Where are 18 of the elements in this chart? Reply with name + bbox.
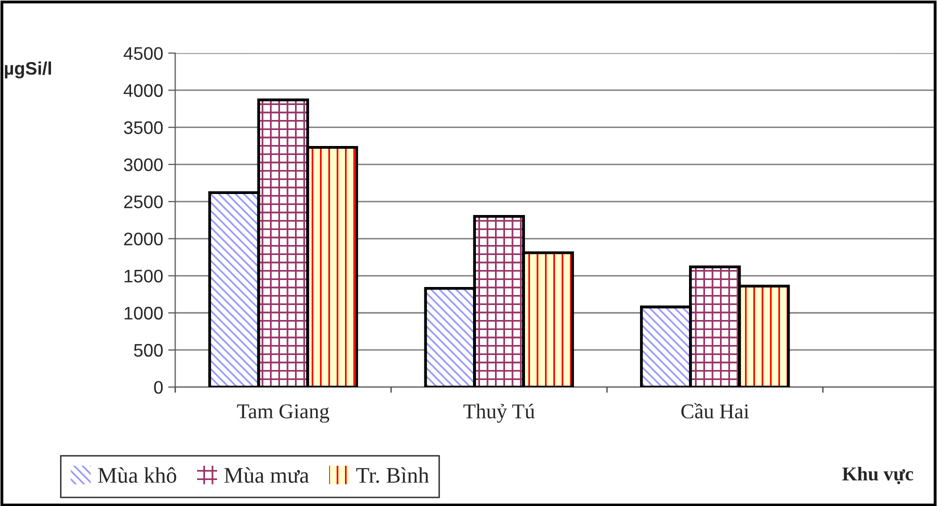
- y-axis-title: µgSi/l: [4, 62, 51, 78]
- y-tick-label: 2500: [124, 195, 163, 208]
- x-axis-title: Khu vực: [842, 466, 914, 484]
- y-tick-label: 1500: [124, 270, 163, 282]
- y-tick-label: 2000: [124, 232, 163, 246]
- legend-label: Mùa khô: [98, 467, 176, 483]
- x-tick-label: Tam Giang: [237, 404, 330, 423]
- x-tick-label: Cầu Hai: [681, 403, 749, 418]
- y-tick-label: 500: [134, 344, 163, 357]
- y-tick-label: 4500: [124, 47, 163, 60]
- y-tick-label: 3500: [124, 121, 163, 134]
- y-tick-label: 4000: [124, 84, 163, 97]
- legend-label: Tr. Bình: [356, 467, 429, 483]
- y-tick-label: 0: [154, 381, 163, 394]
- legend-label: Mùa mưa: [224, 467, 309, 483]
- y-tick-label: 1000: [124, 306, 163, 320]
- x-tick-label: Thuỷ Tú: [463, 404, 535, 423]
- y-tick-label: 3000: [124, 158, 163, 172]
